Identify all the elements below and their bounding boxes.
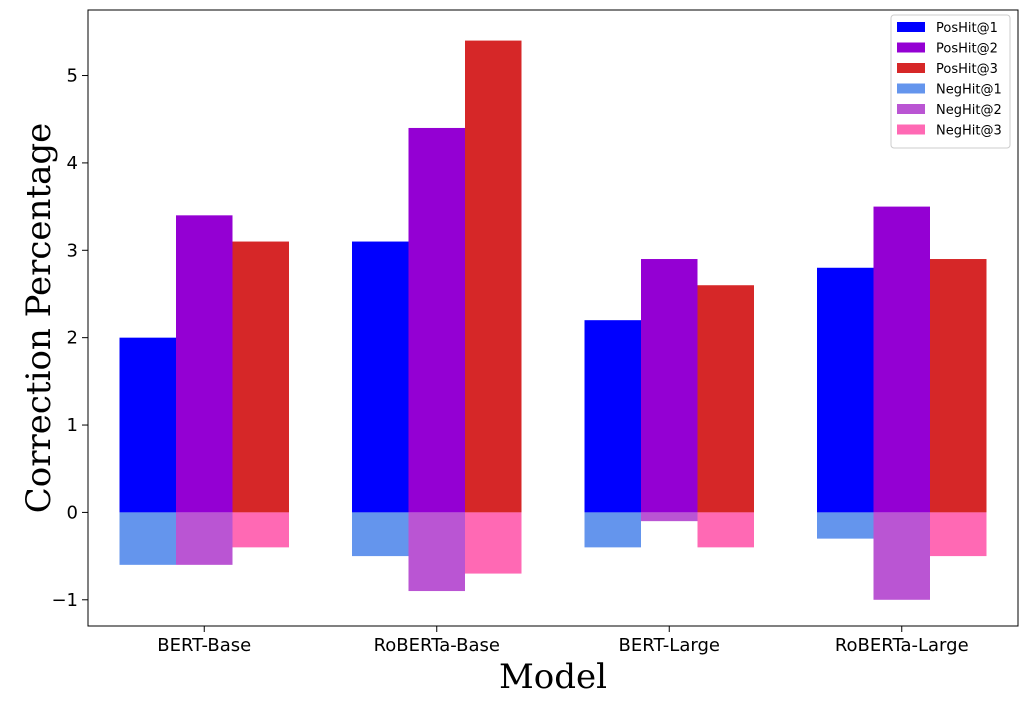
legend-label: NegHit@3 bbox=[936, 124, 1002, 139]
bar-poshit-at-3-roberta-base bbox=[465, 40, 522, 513]
y-tick-label: 3 bbox=[67, 240, 78, 261]
bar-neghit-at-1-bert-base bbox=[119, 512, 176, 565]
legend-label: PosHit@2 bbox=[936, 42, 998, 57]
legend-swatch bbox=[897, 63, 925, 73]
y-tick-label: 4 bbox=[67, 153, 78, 174]
bar-poshit-at-2-roberta-base bbox=[408, 127, 465, 513]
x-ticks-group: BERT-Base RoBERTa-Base BERT-Large RoBERTa-L… bbox=[157, 626, 969, 656]
bar-poshit-at-2-roberta-large bbox=[873, 206, 930, 513]
bar-poshit-at-3-bert-base bbox=[232, 241, 289, 513]
x-tick-label: BERT-Base bbox=[157, 635, 251, 656]
x-axis-label: Model bbox=[499, 657, 607, 697]
bar-neghit-at-3-bert-base bbox=[232, 512, 289, 548]
y-tick-label: 1 bbox=[67, 415, 78, 436]
bar-poshit-at-1-roberta-base bbox=[352, 241, 409, 513]
bar-neghit-at-1-roberta-base bbox=[352, 512, 409, 557]
bar-poshit-at-2-bert-large bbox=[641, 259, 698, 513]
legend-swatch bbox=[897, 42, 925, 53]
bar-neghit-at-2-roberta-large bbox=[873, 512, 930, 600]
x-tick-label: RoBERTa-Base bbox=[374, 635, 500, 656]
bar-neghit-at-1-roberta-large bbox=[817, 512, 874, 539]
legend-swatch bbox=[897, 124, 925, 135]
y-tick-label: 2 bbox=[67, 328, 78, 349]
x-tick-label: RoBERTa-Large bbox=[835, 635, 969, 656]
legend-label: PosHit@1 bbox=[936, 21, 998, 36]
bar-poshit-at-3-roberta-large bbox=[930, 259, 987, 513]
legend: PosHit@1 PosHit@2 PosHit@3 NegHit@1 NegHit@2… bbox=[890, 14, 1011, 149]
y-axis-label: Correction Percentage bbox=[19, 123, 59, 513]
bar-neghit-at-3-roberta-base bbox=[465, 512, 522, 574]
bar-poshit-at-3-bert-large bbox=[697, 285, 754, 513]
legend-swatch bbox=[897, 83, 925, 94]
legend-label: NegHit@2 bbox=[936, 103, 1002, 118]
y-tick-label: 5 bbox=[67, 66, 78, 87]
legend-label: NegHit@1 bbox=[936, 83, 1002, 98]
bar-neghit-at-1-bert-large bbox=[584, 512, 641, 548]
legend-swatch bbox=[897, 22, 925, 32]
y-tick-label: 0 bbox=[67, 502, 78, 523]
plot-frame bbox=[87, 9, 1019, 627]
bar-poshit-at-1-roberta-large bbox=[817, 267, 874, 513]
y-tick-label: −1 bbox=[51, 590, 78, 611]
bar-poshit-at-2-bert-base bbox=[176, 215, 233, 513]
legend-swatch bbox=[897, 104, 925, 114]
legend-label: PosHit@3 bbox=[936, 62, 998, 77]
bar-neghit-at-3-bert-large bbox=[697, 512, 754, 548]
bar-neghit-at-2-bert-base bbox=[176, 512, 233, 565]
x-tick-label: BERT-Large bbox=[619, 635, 720, 656]
bars-group bbox=[119, 40, 987, 600]
bar-neghit-at-2-bert-large bbox=[641, 512, 698, 522]
bar-neghit-at-2-roberta-base bbox=[408, 512, 465, 592]
y-ticks-group: −1 0 1 2 3 4 5 bbox=[51, 66, 88, 611]
bar-poshit-at-1-bert-base bbox=[119, 337, 176, 513]
bar-poshit-at-1-bert-large bbox=[584, 320, 641, 513]
bar-neghit-at-3-roberta-large bbox=[930, 512, 987, 557]
